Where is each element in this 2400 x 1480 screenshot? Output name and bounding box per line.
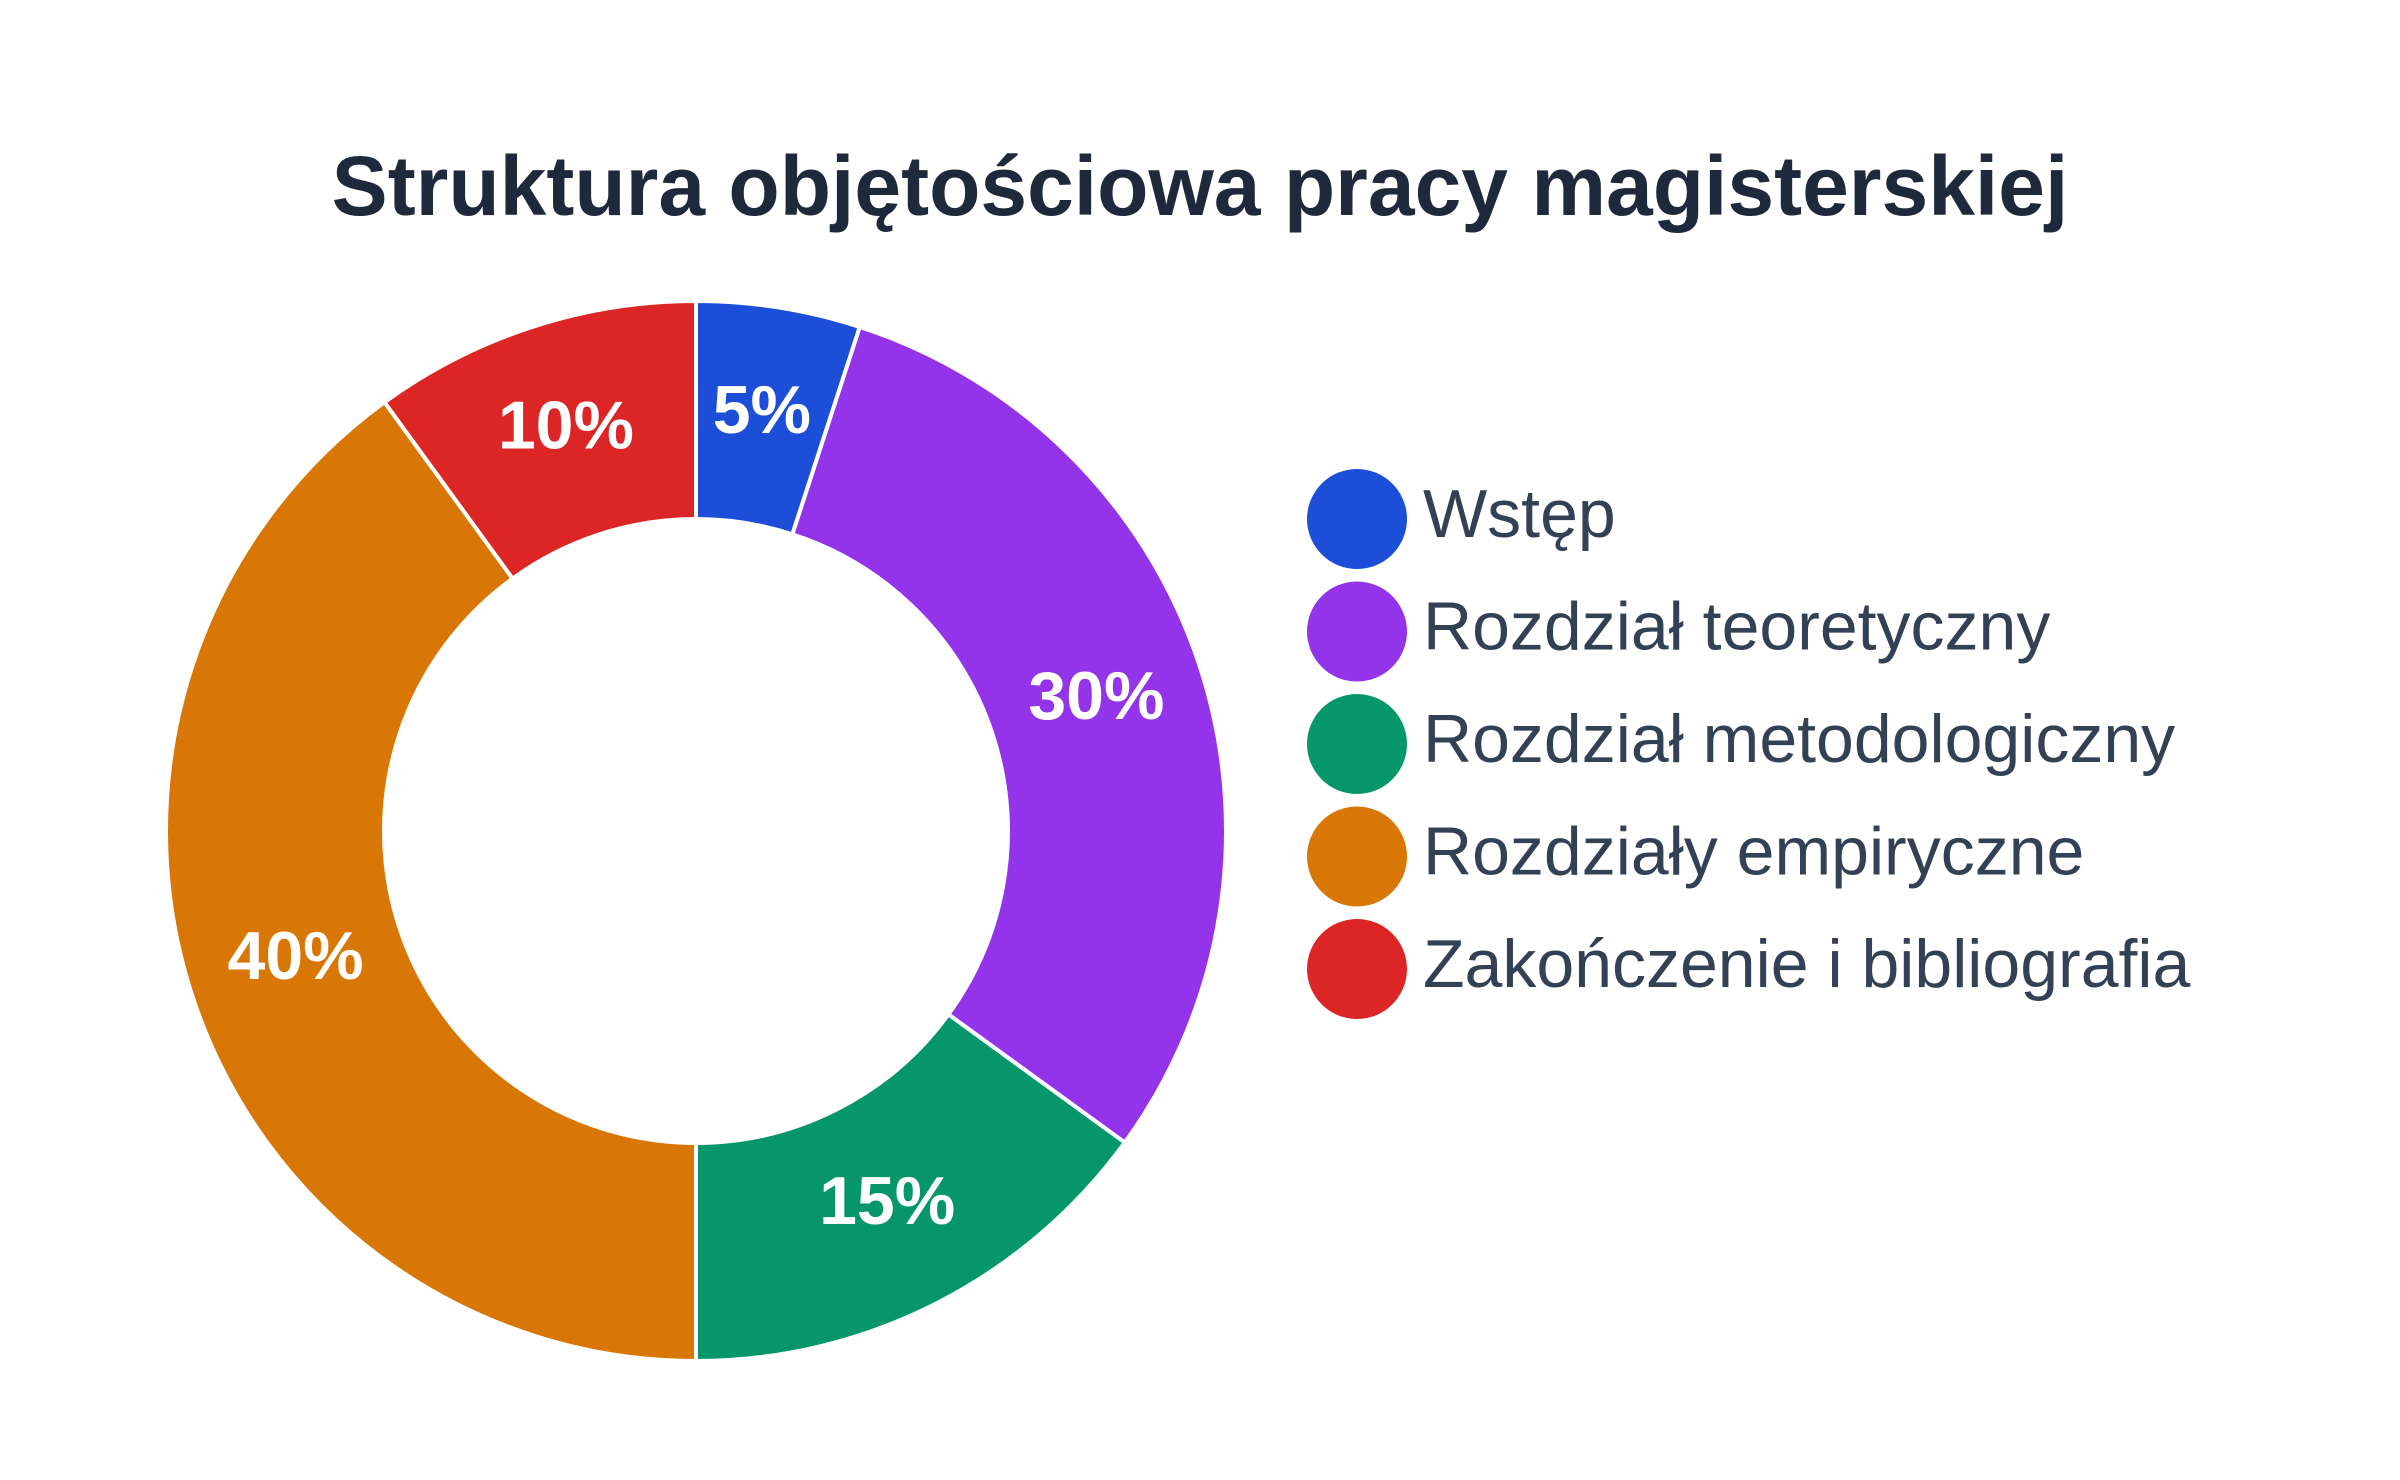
legend-marker <box>1307 581 1407 682</box>
legend-marker <box>1307 919 1407 1019</box>
legend-marker <box>1307 694 1407 794</box>
legend-marker <box>1307 469 1407 569</box>
donut-slice <box>694 1011 1128 1364</box>
legend-label: Rozdział metodologiczny <box>1423 701 2175 777</box>
legend-label: Rozdział teoretyczny <box>1423 588 2050 664</box>
data-label: 30% <box>1028 658 1164 734</box>
data-label: 5% <box>713 372 811 448</box>
data-label: 15% <box>819 1163 955 1239</box>
donut-slice <box>789 324 1228 1146</box>
data-label: 10% <box>498 388 634 464</box>
data-label: 40% <box>228 918 364 994</box>
chart-title: Struktura objętościowa pracy magisterski… <box>332 139 2069 233</box>
legend-label: Zakończenie i bibliografia <box>1423 926 2191 1002</box>
donut-slice <box>381 298 698 582</box>
legend-label: Rozdziały empiryczne <box>1423 813 2084 889</box>
legend-label: Wstęp <box>1423 476 1616 552</box>
donut-slice <box>164 399 698 1364</box>
legend-marker <box>1307 806 1407 907</box>
